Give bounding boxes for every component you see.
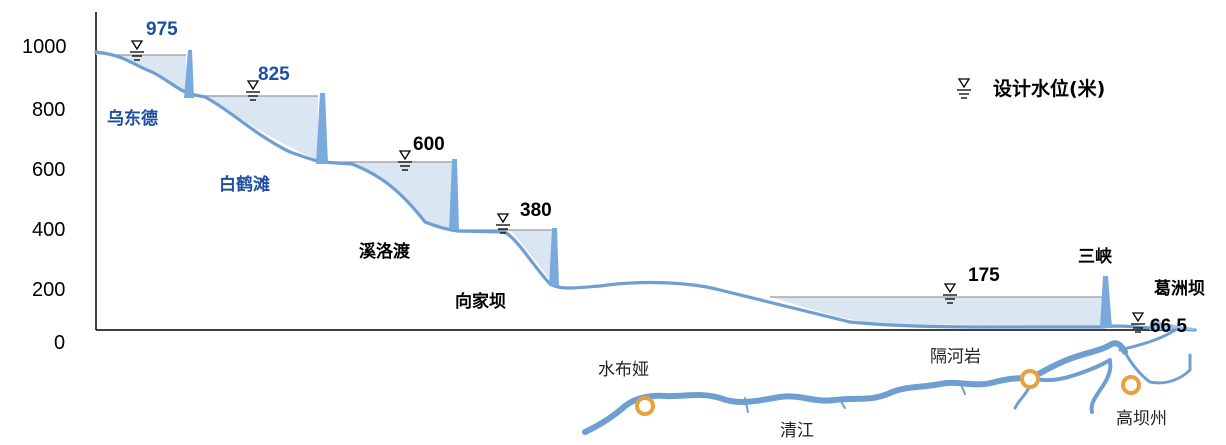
dam-xiluodu bbox=[449, 159, 459, 230]
water-level-icon bbox=[398, 150, 412, 171]
y-tick-label: 200 bbox=[32, 279, 65, 301]
dams bbox=[184, 50, 1157, 330]
marker-gaobazhou bbox=[1121, 375, 1141, 395]
station-name-xiluodu: 溪洛渡 bbox=[359, 241, 411, 262]
water-level-markers bbox=[130, 40, 1145, 333]
legend-label: 设计水位(米) bbox=[993, 77, 1105, 100]
level-value-gezhouba: 66.5 bbox=[1150, 316, 1187, 337]
dam-wudongde bbox=[184, 50, 194, 98]
marker-shuibuya bbox=[635, 396, 655, 416]
station-name-sanxia: 三峡 bbox=[1078, 246, 1113, 267]
y-tick-label: 800 bbox=[32, 99, 65, 121]
qingjiang-river-map bbox=[582, 328, 1192, 435]
legend-water-level-icon bbox=[957, 78, 971, 99]
reservoir-wudongde bbox=[96, 52, 186, 94]
station-name-wudongde: 乌东德 bbox=[107, 108, 158, 129]
level-value-wudongde: 975 bbox=[146, 19, 178, 40]
water-surface-lines bbox=[110, 54, 1103, 298]
y-tick-label: 0 bbox=[54, 332, 65, 354]
water-level-icon bbox=[1131, 312, 1145, 333]
station-name-baihetan: 白鹤滩 bbox=[219, 174, 270, 195]
level-value-sanxia: 175 bbox=[968, 265, 1000, 286]
water-level-icon bbox=[246, 80, 260, 101]
dam-baihetan bbox=[316, 93, 328, 164]
level-value-xiluodu: 600 bbox=[413, 134, 445, 155]
reservoir-xiangjiaba bbox=[458, 230, 553, 283]
water-level-icon bbox=[496, 213, 510, 234]
water-level-icon bbox=[130, 40, 144, 61]
reservoir-xiluodu bbox=[325, 162, 452, 229]
gezhouba-water bbox=[1155, 322, 1195, 330]
y-tick-label: 600 bbox=[32, 159, 65, 181]
y-tick-label: 400 bbox=[32, 219, 65, 241]
reservoir-baihetan bbox=[193, 95, 318, 160]
station-name-gezhouba: 葛洲坝 bbox=[1153, 278, 1205, 299]
reservoir-sanxia bbox=[770, 297, 1103, 326]
dam-xiangjiaba bbox=[549, 228, 559, 286]
riverbed-profile bbox=[94, 50, 1197, 332]
y-tick-label: 1000 bbox=[22, 36, 67, 58]
map-dam-markers bbox=[635, 369, 1141, 416]
level-value-xiangjiaba: 380 bbox=[520, 200, 552, 221]
place-label-geheyan: 隔河岩 bbox=[930, 347, 981, 367]
qingjiang-river bbox=[582, 340, 1128, 435]
marker-geheyan bbox=[1020, 369, 1040, 389]
river-label-qingjiang: 清江 bbox=[780, 421, 814, 441]
legend: 设计水位(米) bbox=[957, 77, 1105, 100]
dam-sanxia bbox=[1100, 276, 1112, 328]
level-value-baihetan: 825 bbox=[258, 64, 290, 85]
place-label-shuibuya: 水布娅 bbox=[598, 360, 649, 380]
reservoirs bbox=[96, 52, 1103, 326]
water-level-icon bbox=[943, 283, 957, 304]
station-name-xiangjiaba: 向家坝 bbox=[455, 291, 506, 312]
place-label-gaobazhou: 高坝州 bbox=[1116, 409, 1167, 429]
